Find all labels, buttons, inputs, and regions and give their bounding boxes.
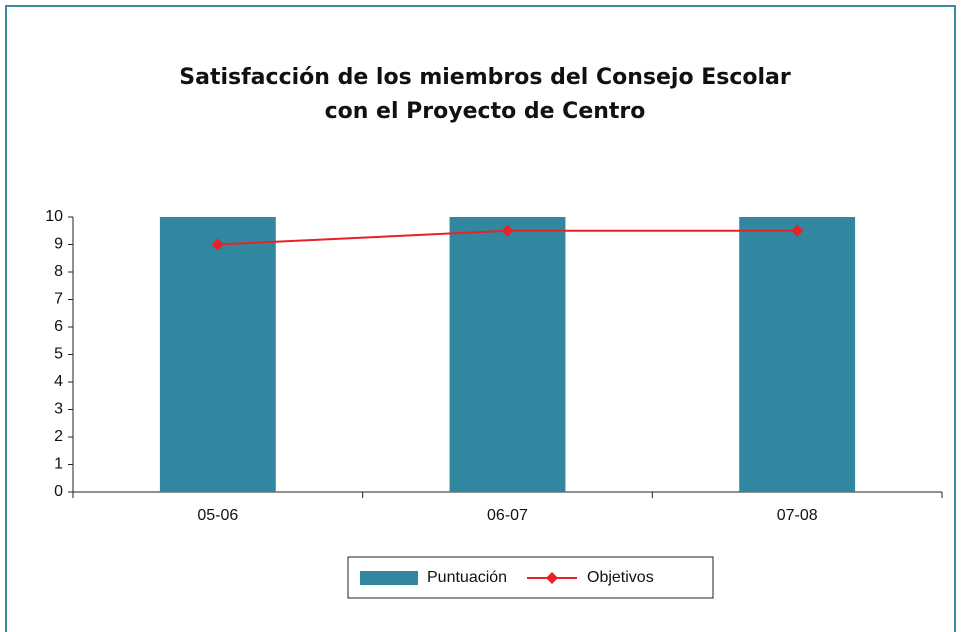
y-tick-label: 5	[54, 346, 63, 363]
legend-marker	[546, 572, 558, 584]
chart-title: Satisfacción de los miembros del Consejo…	[179, 65, 791, 90]
frame	[5, 5, 956, 632]
marker	[791, 224, 804, 237]
x-tick-label: 06-07	[487, 507, 528, 524]
legend-label: Puntuación	[427, 569, 507, 586]
marker	[211, 238, 224, 251]
bar	[449, 217, 566, 492]
bar	[159, 217, 276, 492]
bar	[739, 217, 856, 492]
y-tick-label: 0	[54, 483, 63, 500]
y-tick-label: 4	[54, 373, 63, 390]
x-tick-label: 05-06	[197, 507, 238, 524]
y-tick-label: 3	[54, 401, 63, 418]
chart-title: con el Proyecto de Centro	[325, 99, 646, 124]
y-tick-label: 1	[54, 456, 63, 473]
y-tick-label: 6	[54, 318, 63, 335]
y-tick-label: 8	[54, 263, 63, 280]
y-tick-label: 10	[45, 208, 63, 225]
marker	[501, 224, 514, 237]
y-tick-label: 7	[54, 291, 63, 308]
x-tick-label: 07-08	[777, 507, 818, 524]
legend-swatch	[360, 571, 418, 585]
y-tick-label: 2	[54, 428, 63, 445]
y-tick-label: 9	[54, 236, 63, 253]
legend-label: Objetivos	[587, 569, 654, 586]
